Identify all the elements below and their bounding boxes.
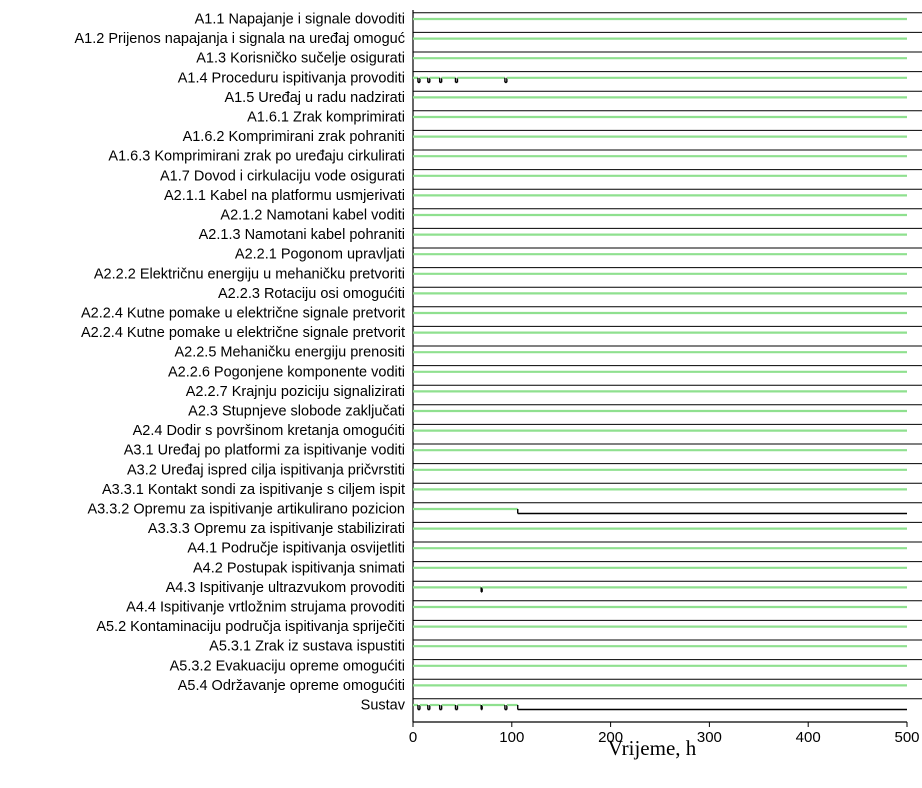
row-label: A1.7 Dovod i cirkulaciju vode osigurati bbox=[160, 168, 405, 184]
x-tick-label: 500 bbox=[894, 729, 919, 746]
row-label: A5.3.2 Evakuaciju opreme omogućiti bbox=[170, 658, 405, 674]
x-tick-label: 400 bbox=[796, 729, 821, 746]
row-label: A3.2 Uređaj ispred cilja ispitivanja pri… bbox=[127, 462, 405, 478]
row-label: A2.2.4 Kutne pomake u električne signale… bbox=[81, 325, 405, 341]
row-label: A5.4 Održavanje opreme omogućiti bbox=[178, 678, 405, 694]
row-label: A2.4 Dodir s površinom kretanja omogućit… bbox=[133, 423, 405, 439]
row-label: A1.2 Prijenos napajanja i signala na ure… bbox=[75, 31, 406, 47]
row-label: A2.2.5 Mehaničku energiju prenositi bbox=[174, 345, 405, 361]
row-label: A2.2.6 Pogonjene komponente voditi bbox=[168, 364, 405, 380]
row-label: A5.2 Kontaminaciju područja ispitivanja … bbox=[96, 619, 405, 635]
row-label: A2.1.2 Namotani kabel voditi bbox=[220, 208, 405, 224]
row-label: A2.2.4 Kutne pomake u električne signale… bbox=[81, 306, 405, 322]
x-tick-label: 300 bbox=[697, 729, 722, 746]
row-label: A1.4 Proceduru ispitivanja provoditi bbox=[178, 70, 405, 86]
row-label: A1.6.2 Komprimirani zrak pohraniti bbox=[183, 129, 405, 145]
x-tick-label: 0 bbox=[409, 729, 417, 746]
row-label-system: Sustav bbox=[361, 698, 406, 714]
row-label: A3.3.2 Opremu za ispitivanje artikuliran… bbox=[87, 502, 405, 518]
row-label: A2.2.3 Rotaciju osi omogućiti bbox=[218, 286, 405, 302]
x-axis-title: Vrijeme, h bbox=[608, 736, 697, 760]
x-tick-label: 200 bbox=[598, 729, 623, 746]
row-lines bbox=[412, 10, 922, 722]
x-tick-label: 100 bbox=[499, 729, 524, 746]
row-label: A2.2.1 Pogonom upravljati bbox=[235, 247, 405, 263]
row-label: A2.2.2 Električnu energiju u mehaničku p… bbox=[94, 266, 405, 282]
row-label: A1.1 Napajanje i signale dovoditi bbox=[195, 12, 405, 28]
row-label: A4.4 Ispitivanje vrtložnim strujama prov… bbox=[126, 600, 405, 616]
row-label: A3.3.3 Opremu za ispitivanje stabilizira… bbox=[148, 521, 405, 537]
x-axis: 0 100 200 300 400 500 bbox=[409, 721, 920, 746]
row-label: A3.3.1 Kontakt sondi za ispitivanje s ci… bbox=[102, 482, 405, 498]
row-label: A1.6.3 Komprimirani zrak po uređaju cirk… bbox=[108, 149, 405, 165]
row-label: A2.1.1 Kabel na platformu usmjerivati bbox=[164, 188, 405, 204]
row-label: A3.1 Uređaj po platformi za ispitivanje … bbox=[124, 443, 405, 459]
row-label: A1.3 Korisničko sučelje osigurati bbox=[196, 51, 405, 67]
row-label: A4.1 Područje ispitivanja osvijetliti bbox=[187, 541, 405, 557]
row-label: A1.6.1 Zrak komprimirati bbox=[247, 110, 405, 126]
row-labels: A1.1 Napajanje i signale dovoditi A1.2 Pr… bbox=[75, 12, 406, 714]
row-label: A4.2 Postupak ispitivanja snimati bbox=[193, 560, 405, 576]
row-label: A5.3.1 Zrak iz sustava ispustiti bbox=[209, 639, 405, 655]
row-label: A4.3 Ispitivanje ultrazvukom provoditi bbox=[166, 580, 405, 596]
row-label: A2.1.3 Namotani kabel pohraniti bbox=[199, 227, 405, 243]
row-label: A2.2.7 Krajnju poziciju signalizirati bbox=[186, 384, 405, 400]
row-label: A2.3 Stupnjeve slobode zaključati bbox=[188, 404, 405, 420]
row-label: A1.5 Uređaj u radu nadzirati bbox=[224, 90, 405, 106]
